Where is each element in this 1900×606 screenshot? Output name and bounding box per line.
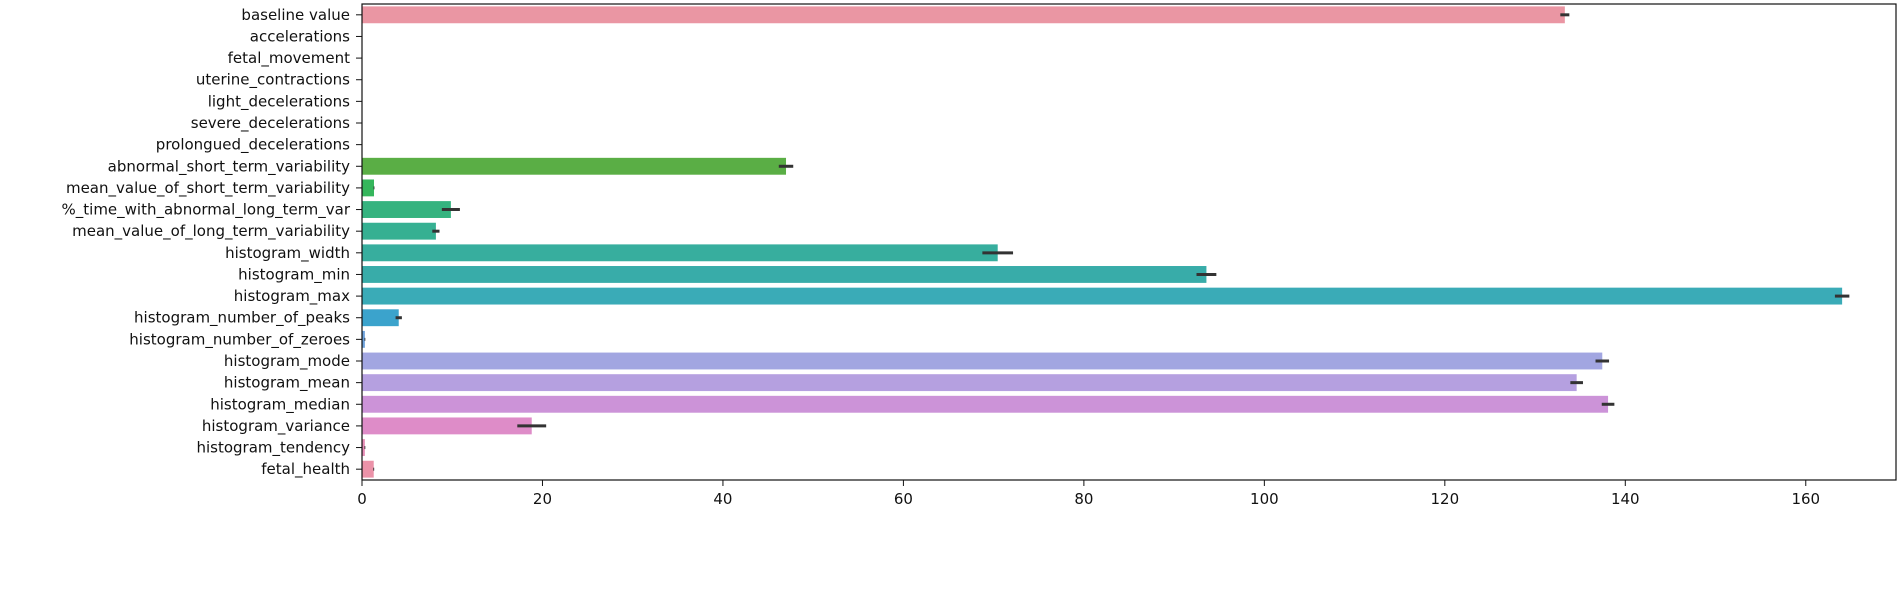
bar-0 xyxy=(362,6,1565,24)
category-label-2: fetal_movement xyxy=(228,49,350,68)
error-bars-group xyxy=(364,13,1850,471)
category-label-11: histogram_width xyxy=(225,244,350,263)
category-label-19: histogram_variance xyxy=(202,417,350,436)
x-tick-label-3: 60 xyxy=(894,490,913,508)
plot-frame xyxy=(361,3,1897,481)
x-axis-ticks: 0 20 40 60 80 100 120 140 160 xyxy=(357,480,1820,508)
category-label-14: histogram_number_of_peaks xyxy=(134,309,350,328)
category-label-10: mean_value_of_long_term_variability xyxy=(72,222,350,241)
x-tick-label-4: 80 xyxy=(1074,490,1093,508)
bar-21 xyxy=(362,460,374,478)
bar-18 xyxy=(362,395,1609,413)
category-label-4: light_decelerations xyxy=(208,92,350,111)
category-label-18: histogram_median xyxy=(210,395,350,414)
category-label-1: accelerations xyxy=(250,27,350,45)
category-label-21: fetal_health xyxy=(261,460,350,479)
bar-16 xyxy=(362,352,1603,370)
category-label-9: %_time_with_abnormal_long_term_var xyxy=(62,201,351,220)
bar-15 xyxy=(362,330,365,348)
category-label-15: histogram_number_of_zeroes xyxy=(129,330,350,349)
x-tick-label-0: 0 xyxy=(357,490,367,508)
category-label-5: severe_decelerations xyxy=(191,114,350,133)
x-tick-label-8: 160 xyxy=(1791,490,1820,508)
category-label-6: prolongued_decelerations xyxy=(156,136,350,155)
bar-12 xyxy=(362,266,1207,283)
category-label-8: mean_value_of_short_term_variability xyxy=(66,179,350,198)
category-label-0: baseline value xyxy=(241,6,350,24)
category-labels: baseline value accelerations fetal_movemen… xyxy=(62,6,362,479)
bars-group xyxy=(362,6,1843,478)
bar-14 xyxy=(362,309,399,327)
bar-7 xyxy=(362,157,787,175)
x-tick-label-6: 120 xyxy=(1431,490,1460,508)
bar-11 xyxy=(362,244,998,262)
x-tick-label-7: 140 xyxy=(1611,490,1640,508)
category-label-17: histogram_mean xyxy=(224,374,350,393)
category-label-20: histogram_tendency xyxy=(196,439,350,458)
category-label-7: abnormal_short_term_variability xyxy=(108,157,350,176)
x-tick-label-5: 100 xyxy=(1250,490,1279,508)
bar-20 xyxy=(362,439,365,456)
x-tick-label-2: 40 xyxy=(713,490,732,508)
category-label-13: histogram_max xyxy=(234,287,350,306)
bar-13 xyxy=(362,287,1843,305)
category-label-16: histogram_mode xyxy=(224,352,350,371)
bar-17 xyxy=(362,374,1577,392)
bar-10 xyxy=(362,222,436,240)
x-tick-label-1: 20 xyxy=(533,490,552,508)
category-label-12: histogram_min xyxy=(238,265,350,284)
bar-8 xyxy=(362,179,375,197)
category-label-3: uterine_contractions xyxy=(196,71,350,90)
bar-19 xyxy=(362,417,532,435)
bar-9 xyxy=(362,201,451,218)
